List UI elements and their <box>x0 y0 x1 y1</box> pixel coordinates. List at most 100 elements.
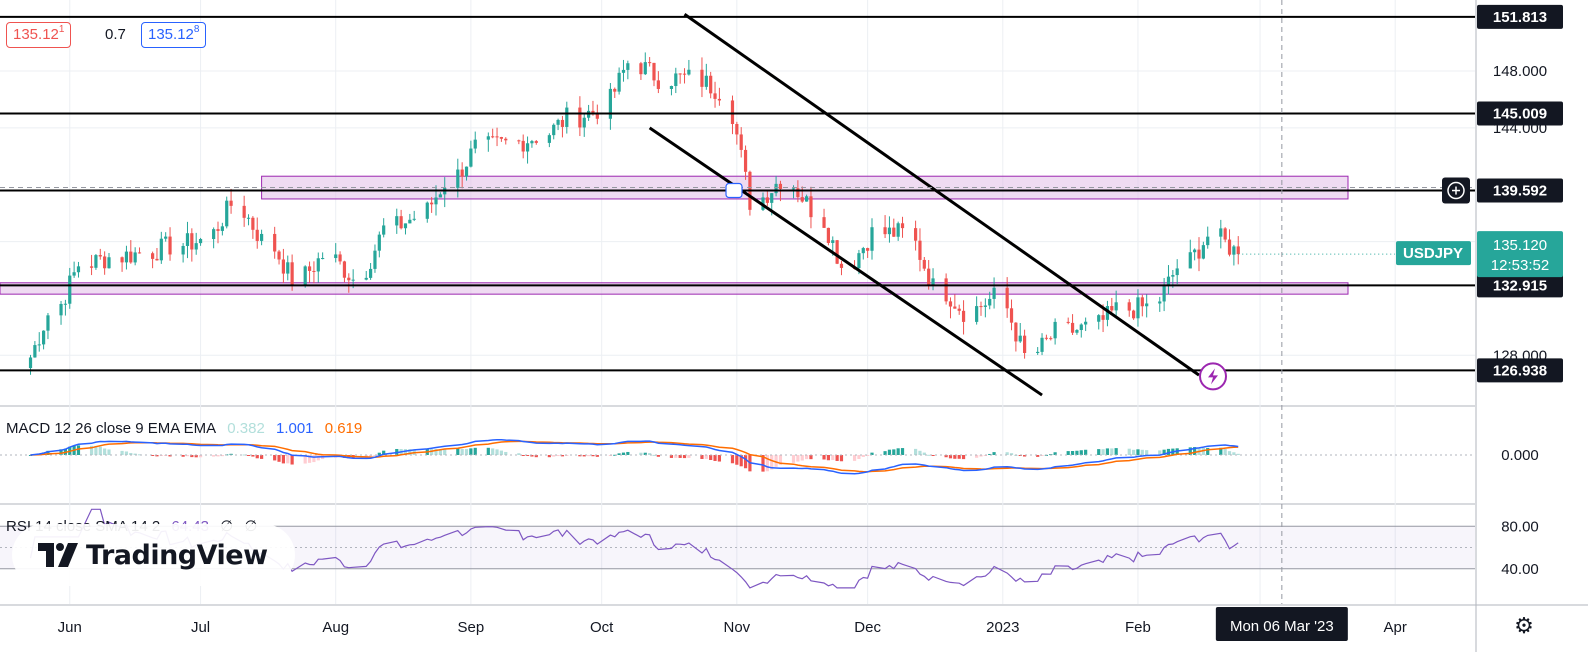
candle-body <box>369 268 373 278</box>
candle-body <box>59 303 63 316</box>
candle-body <box>68 275 72 304</box>
candle-body <box>560 119 565 127</box>
gear-icon[interactable]: ⚙ <box>1514 613 1534 638</box>
level-price-label: 126.938 <box>1493 362 1547 379</box>
candle-body <box>866 248 870 251</box>
candle-body <box>1158 301 1162 304</box>
macd-histogram-bar <box>486 447 490 455</box>
candle-body <box>1049 338 1053 340</box>
candle-body <box>931 278 935 286</box>
macd-histogram-bar <box>791 455 796 463</box>
candle-body <box>887 227 892 235</box>
candle-body <box>425 202 429 219</box>
candle-body <box>129 251 133 263</box>
candle-body <box>1127 302 1131 311</box>
candle-body <box>373 250 377 269</box>
candle-body <box>709 75 713 94</box>
candle-body <box>33 345 37 358</box>
candle-body <box>979 306 983 308</box>
candle-body <box>556 119 560 125</box>
rsi-upper-label: 80.00 <box>1501 518 1539 535</box>
ask-price-badge[interactable]: 135.128 <box>141 22 207 48</box>
candle-body <box>42 330 46 345</box>
tradingview-logo[interactable]: TradingView <box>12 524 295 586</box>
macd-histogram-bar <box>491 448 495 455</box>
symbol-label: USDJPY <box>1403 245 1463 262</box>
macd-histogram-bar <box>456 448 460 455</box>
macd-histogram-bar <box>852 455 857 461</box>
macd-histogram-bar <box>591 455 595 457</box>
macd-histogram-bar <box>1236 453 1240 455</box>
candle-body <box>1162 285 1166 302</box>
macd-histogram-bar <box>530 455 534 457</box>
macd-histogram-bar <box>277 455 281 462</box>
macd-histogram-bar <box>120 450 124 455</box>
macd-histogram-bar <box>190 455 194 458</box>
candle-body <box>1201 245 1205 259</box>
macd-histogram-bar <box>682 455 687 459</box>
candle-body <box>530 141 534 144</box>
candle-body <box>704 75 708 87</box>
candle-body <box>739 134 743 150</box>
bid-price-badge[interactable]: 135.121 <box>6 22 72 48</box>
macd-histogram-bar <box>1145 450 1149 455</box>
candle-body <box>1188 252 1192 269</box>
macd-histogram-bar <box>98 446 102 455</box>
macd-histogram-bar <box>621 452 626 455</box>
candle-body <box>765 197 769 203</box>
level-price-label: 139.592 <box>1493 183 1547 200</box>
macd-histogram-bar <box>805 455 809 460</box>
macd-histogram-bar <box>430 449 434 455</box>
price-axis[interactable]: 151.813 145.009 139.592 132.915 126.938 148.0… <box>1238 4 1563 578</box>
candle-body <box>1044 337 1048 339</box>
candle-body <box>1023 335 1027 354</box>
candle-body <box>1219 228 1223 237</box>
candle-body <box>225 200 229 227</box>
macd-histogram-bar <box>988 453 992 455</box>
candle-body <box>1018 335 1022 342</box>
candle-body <box>578 107 582 128</box>
macd-histogram-bar <box>89 445 94 455</box>
macd-histogram-bar <box>678 455 682 458</box>
level-price-label-bg <box>1477 358 1563 383</box>
candle-body <box>953 306 957 309</box>
macd-histogram-bar <box>687 455 691 458</box>
candle-body <box>334 254 338 259</box>
rsi-lower-label: 40.00 <box>1501 561 1539 578</box>
candle-body <box>1014 322 1018 342</box>
candle-body <box>961 310 966 322</box>
macd-histogram-bar <box>133 453 137 455</box>
macd-histogram-bar <box>473 447 477 455</box>
candle-body <box>656 80 660 89</box>
candle-body <box>1206 236 1210 246</box>
candle-body <box>857 253 861 269</box>
time-axis[interactable]: Jun Jul Aug Sep Oct Nov Dec 2023 Feb Apr Mon 06 Ma… <box>58 607 1407 641</box>
macd-histogram-bar <box>717 455 721 462</box>
candle-body <box>547 135 551 143</box>
macd-histogram-bar <box>556 455 560 457</box>
macd-histogram-bar <box>743 455 748 469</box>
candle-body <box>382 225 386 235</box>
macd-histogram-bar <box>1105 448 1110 455</box>
macd-histogram-bar <box>1079 450 1083 455</box>
candle-body <box>1053 321 1057 339</box>
candle-body <box>687 69 691 75</box>
candle-body <box>98 255 102 257</box>
candle-body <box>155 258 159 261</box>
candle-body <box>124 251 129 263</box>
level-price-label: 151.813 <box>1493 9 1547 26</box>
candle-body <box>922 259 926 269</box>
macd-histogram-bar <box>713 455 717 461</box>
macd-histogram-bar <box>1023 455 1027 457</box>
macd-histogram-bar <box>857 455 861 459</box>
candle-body <box>774 183 778 194</box>
descending-channel[interactable] <box>648 12 1200 397</box>
candle-body <box>626 63 630 70</box>
candle-body <box>246 217 251 219</box>
macd-line <box>30 439 1239 475</box>
candle-body <box>517 140 521 142</box>
candle-body <box>1105 306 1110 320</box>
macd-histogram-bar <box>438 449 442 455</box>
macd-histogram-bar <box>1232 452 1236 455</box>
time-tick-label: Jun <box>58 619 82 636</box>
